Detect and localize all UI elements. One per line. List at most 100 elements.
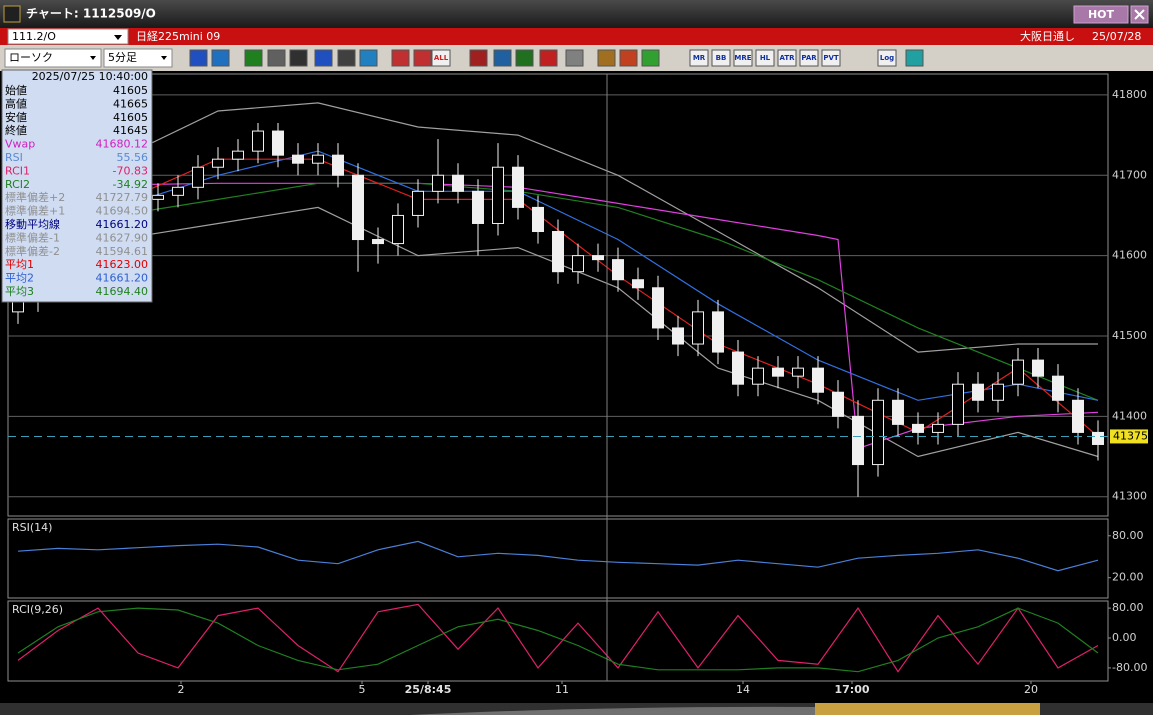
info-label: 標準偏差+1	[5, 204, 65, 218]
candle-body	[732, 351, 744, 385]
window-title: チャート: 1112509/O	[26, 7, 156, 21]
toolbar-icon[interactable]	[337, 49, 356, 67]
close-icon	[1134, 9, 1145, 20]
toolbar-button[interactable]	[733, 49, 753, 67]
candle-body	[912, 423, 924, 433]
candle-body	[892, 399, 904, 425]
toolbar-button[interactable]	[711, 49, 731, 67]
toolbar-icon[interactable]	[189, 49, 208, 67]
y-tick-label: 41700	[1112, 168, 1147, 181]
info-label: 安値	[5, 110, 27, 124]
candle-body	[452, 174, 464, 192]
panel-frame	[7, 518, 1109, 599]
candle-body	[472, 190, 484, 224]
candle-body	[832, 391, 844, 417]
y-tick-label: 20.00	[1112, 571, 1144, 584]
toolbar-icon[interactable]	[267, 49, 286, 67]
candle-body	[952, 383, 964, 425]
dropdown-arrow	[114, 35, 122, 40]
y-tick-label: 41600	[1112, 249, 1147, 262]
toolbar-button[interactable]	[689, 49, 709, 67]
x-tick-label: 17:00	[834, 683, 869, 696]
toolbar-icon[interactable]	[244, 49, 263, 67]
toolbar-button[interactable]	[777, 49, 797, 67]
hot-button[interactable]	[1073, 5, 1129, 24]
toolbar-icon[interactable]	[413, 49, 432, 67]
toolbar-icon[interactable]	[469, 49, 488, 67]
symbol-input[interactable]	[7, 28, 129, 45]
toolbar-button-label: MRE	[734, 54, 751, 62]
candle-body	[252, 130, 264, 152]
toolbar-button[interactable]	[431, 49, 451, 67]
toolbar-button[interactable]	[755, 49, 775, 67]
info-label: RCI2	[5, 178, 30, 191]
instrument-name: 日経225mini 09	[136, 30, 220, 43]
interval-select[interactable]	[103, 48, 173, 68]
info-value: 41727.79	[96, 191, 149, 204]
x-tick-label: 11	[555, 683, 569, 696]
info-value: 41623.00	[96, 258, 149, 271]
x-tick-label: 25/8:45	[405, 683, 452, 696]
toolbar-icon[interactable]	[289, 49, 308, 67]
info-label: 標準偏差+2	[5, 190, 65, 204]
candle-body	[272, 130, 284, 156]
toolbar-icon[interactable]	[391, 49, 410, 67]
info-label: 高値	[5, 96, 27, 110]
candle-body	[872, 399, 884, 466]
candle-body	[712, 311, 724, 353]
y-tick-label: 41300	[1112, 490, 1147, 503]
symbol-bar	[0, 28, 1153, 45]
info-datetime: 2025/07/25 10:40:00	[32, 70, 148, 83]
candle-body	[512, 166, 524, 208]
candle-body	[552, 231, 564, 273]
toolbar-button[interactable]	[877, 49, 897, 67]
toolbar-icon[interactable]	[211, 49, 230, 67]
y-tick-label: -80.00	[1112, 661, 1147, 674]
toolbar-icon[interactable]	[539, 49, 558, 67]
y-tick-label: 80.00	[1112, 529, 1144, 542]
info-label: 始値	[5, 83, 27, 97]
toolbar-button-label: PVT	[823, 54, 839, 62]
info-value: 41661.20	[96, 272, 149, 285]
toolbar-button-label: ALL	[434, 54, 449, 62]
dropdown-arrow	[161, 56, 167, 60]
info-value: 41594.61	[96, 245, 149, 258]
y-tick-label: 0.00	[1112, 631, 1137, 644]
info-label: RCI1	[5, 164, 30, 177]
toolbar-icon[interactable]	[597, 49, 616, 67]
toolbar-icon[interactable]	[641, 49, 660, 67]
toolbar-icon[interactable]	[359, 49, 378, 67]
toolbar-icon[interactable]	[619, 49, 638, 67]
toolbar-button[interactable]	[821, 49, 841, 67]
candle-body	[232, 150, 244, 160]
toolbar-button-label: HL	[760, 54, 771, 62]
toolbar-button[interactable]	[799, 49, 819, 67]
chart-type-select[interactable]	[4, 48, 102, 68]
exchange: 大阪日通し	[1020, 29, 1075, 43]
toolbar-icon[interactable]	[314, 49, 333, 67]
toolbar-icon[interactable]	[515, 49, 534, 67]
indicator-line	[17, 540, 1099, 572]
candle-body	[752, 367, 764, 385]
candle-body	[572, 255, 584, 273]
candle-body	[292, 154, 304, 164]
toolbar-icon[interactable]	[905, 49, 924, 67]
toolbar-icon[interactable]	[565, 49, 584, 67]
info-value: 41605	[113, 84, 148, 97]
info-label: Vwap	[5, 138, 35, 151]
toolbar-button-label: BB	[716, 54, 727, 62]
scroll-thumb[interactable]	[815, 703, 1040, 715]
info-label: 平均1	[5, 258, 34, 271]
info-value: -34.92	[113, 178, 148, 191]
candle-body	[812, 367, 824, 393]
info-value: 41661.20	[96, 218, 149, 231]
toolbar-icon[interactable]	[493, 49, 512, 67]
candle-body	[972, 383, 984, 401]
info-panel	[1, 69, 153, 303]
indicator-line	[17, 607, 1099, 673]
candle-body	[532, 206, 544, 233]
candle-body	[772, 367, 784, 377]
candle-body	[492, 166, 504, 224]
dropdown-arrow	[90, 56, 96, 60]
candle-body	[1032, 359, 1044, 377]
